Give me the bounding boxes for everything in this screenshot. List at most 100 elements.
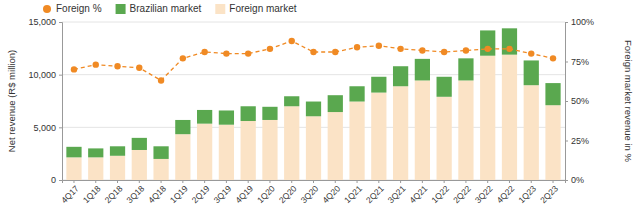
- bar: [88, 148, 103, 157]
- legend-label: Foreign %: [56, 3, 102, 14]
- bar: [480, 30, 495, 55]
- bar: [197, 124, 212, 180]
- tick-label: 2Q20: [277, 183, 299, 205]
- tick-mark: [565, 22, 568, 23]
- tick-mark: [378, 180, 379, 183]
- tick-mark: [269, 180, 270, 183]
- plot-area: [66, 28, 560, 180]
- tick-label: 50%: [571, 96, 589, 106]
- tick: 10,000: [28, 70, 62, 80]
- tick-label: 1Q22: [429, 183, 451, 205]
- marker: [245, 50, 251, 56]
- marker: [528, 50, 534, 56]
- tick-mark: [59, 22, 62, 23]
- bar: [88, 157, 103, 180]
- tick-label: 2Q19: [190, 183, 212, 205]
- tick-mark: [59, 180, 62, 181]
- bar: [328, 95, 343, 112]
- marker: [463, 47, 469, 53]
- bar: [415, 80, 430, 180]
- tick-mark: [59, 75, 62, 76]
- bar: [524, 60, 539, 85]
- marker: [550, 55, 556, 61]
- bar: [371, 93, 386, 180]
- tick: 3Q22: [473, 180, 495, 205]
- tick: 3Q20: [299, 180, 321, 205]
- tick-label: 1Q19: [168, 183, 190, 205]
- tick: 4Q19: [233, 180, 255, 205]
- tick-mark: [487, 180, 488, 183]
- tick-mark: [204, 180, 205, 183]
- bar: [437, 77, 452, 97]
- bar: [153, 159, 168, 180]
- tick-label: 3Q20: [299, 183, 321, 205]
- marker: [506, 46, 512, 52]
- bar: [393, 86, 408, 180]
- tick-label: 0%: [571, 175, 584, 185]
- bar: [458, 58, 473, 80]
- bar: [524, 85, 539, 180]
- tick-mark: [444, 180, 445, 183]
- tick: 2Q19: [190, 180, 212, 205]
- tick-mark: [291, 180, 292, 183]
- bar: [132, 138, 147, 150]
- tick-label: 1Q21: [342, 183, 364, 205]
- marker: [114, 63, 120, 69]
- tick-label: 1Q18: [81, 183, 103, 205]
- bar: [262, 120, 277, 180]
- tick-label: 2Q21: [364, 183, 386, 205]
- bar-series: [66, 28, 560, 159]
- bar: [306, 102, 321, 117]
- bar: [502, 28, 517, 54]
- tick: 1Q20: [255, 180, 277, 205]
- tick-label: 75%: [571, 57, 589, 67]
- tick: 3Q21: [386, 180, 408, 205]
- tick-mark: [182, 180, 183, 183]
- tick-mark: [357, 180, 358, 183]
- bar: [175, 134, 190, 180]
- bar: [545, 105, 560, 180]
- tick: 75%: [565, 57, 589, 67]
- bar: [284, 106, 299, 180]
- tick: 4Q20: [320, 180, 342, 205]
- legend-swatch: [116, 4, 126, 14]
- y-axis-title: Net revenue (R$ million): [6, 50, 17, 152]
- tick: 4Q22: [495, 180, 517, 205]
- tick-mark: [400, 180, 401, 183]
- marker: [332, 49, 338, 55]
- bar: [153, 146, 168, 159]
- tick: 1Q18: [81, 180, 103, 205]
- tick: 0: [51, 175, 62, 185]
- tick-label: 25%: [571, 136, 589, 146]
- tick-mark: [161, 180, 162, 183]
- legend-swatch: [43, 5, 51, 13]
- bar: [437, 97, 452, 180]
- legend-label: Brazilian market: [130, 3, 202, 14]
- tick: 1Q19: [168, 180, 190, 205]
- marker: [158, 77, 164, 83]
- tick-mark: [95, 180, 96, 183]
- x-axis: 4Q171Q182Q183Q184Q181Q192Q193Q194Q191Q20…: [59, 180, 565, 205]
- bar: [306, 116, 321, 180]
- marker: [180, 55, 186, 61]
- tick: 4Q21: [407, 180, 429, 205]
- marker: [136, 65, 142, 71]
- marker: [376, 43, 382, 49]
- tick-mark: [226, 180, 227, 183]
- tick-label: 4Q19: [233, 183, 255, 205]
- bar: [371, 77, 386, 93]
- tick: 3Q19: [211, 180, 233, 205]
- legend-swatch: [215, 4, 225, 14]
- bar: [262, 107, 277, 120]
- tick-label: 2Q18: [103, 183, 125, 205]
- marker: [397, 46, 403, 52]
- tick-mark: [553, 180, 554, 183]
- tick: 50%: [565, 96, 589, 106]
- bar: [284, 96, 299, 106]
- tick-mark: [248, 180, 249, 183]
- tick-label: 5,000: [33, 123, 56, 133]
- tick-label: 4Q21: [407, 183, 429, 205]
- marker: [93, 61, 99, 67]
- tick-label: 4Q17: [59, 183, 81, 205]
- tick: 4Q17: [59, 180, 81, 205]
